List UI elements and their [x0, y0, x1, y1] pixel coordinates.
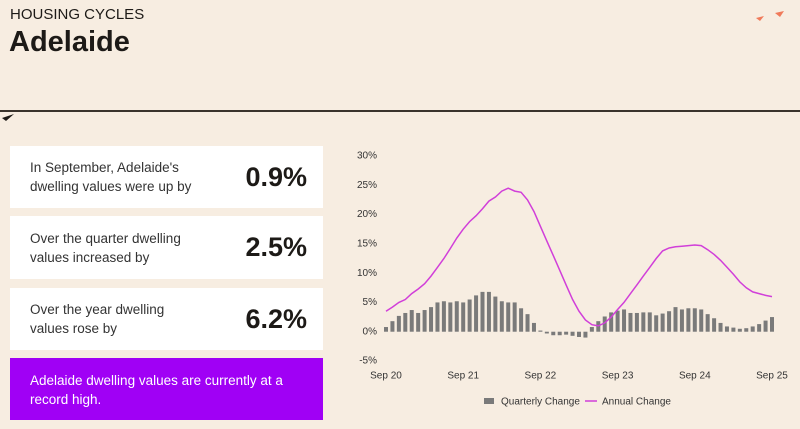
- stat-card: Over the year dwelling values rose by 6.…: [10, 288, 323, 350]
- stat-card: Over the quarter dwelling values increas…: [10, 216, 323, 279]
- bar: [763, 320, 768, 332]
- stat-text: Over the year dwelling values rose by: [30, 302, 165, 336]
- bar: [461, 302, 466, 332]
- y-tick-label: 30%: [357, 151, 377, 162]
- bar: [525, 314, 530, 332]
- bar: [641, 312, 646, 332]
- legend-label: Quarterly Change: [501, 397, 580, 408]
- bar: [557, 331, 562, 336]
- x-tick-label: Sep 22: [525, 371, 557, 382]
- stat-text: Over the quarter dwelling values increas…: [30, 230, 181, 265]
- y-tick-label: 0%: [363, 326, 378, 337]
- bar: [416, 312, 421, 332]
- stat-text: In September, Adelaide's dwelling values…: [30, 160, 192, 194]
- bar: [686, 308, 691, 332]
- bar: [679, 309, 684, 332]
- bar: [628, 312, 633, 332]
- x-tick-label: Sep 24: [679, 371, 711, 382]
- bar: [474, 295, 479, 332]
- bar: [422, 310, 427, 332]
- x-tick-label: Sep 21: [447, 371, 479, 382]
- bar: [634, 312, 639, 332]
- bar: [551, 331, 556, 336]
- y-tick-label: -5%: [359, 356, 377, 367]
- bar: [538, 330, 543, 332]
- bar: [396, 315, 401, 332]
- bar: [486, 291, 491, 332]
- bar: [493, 296, 498, 332]
- stat-value: 0.9%: [245, 161, 307, 192]
- bar: [660, 313, 665, 332]
- line: [385, 187, 773, 327]
- bar: [564, 331, 569, 335]
- bar: [390, 321, 395, 332]
- bar: [737, 328, 742, 332]
- bar: [609, 312, 614, 332]
- bar: [705, 314, 710, 332]
- bar: [403, 312, 408, 332]
- y-tick-label: 5%: [363, 297, 378, 308]
- bar: [384, 327, 388, 332]
- bar: [519, 308, 524, 332]
- bar: [602, 316, 607, 332]
- bar: [654, 315, 659, 332]
- stat-value: 6.2%: [245, 303, 307, 334]
- y-tick-label: 20%: [357, 209, 377, 220]
- bar: [750, 326, 755, 332]
- bar: [454, 301, 459, 332]
- bar: [589, 327, 594, 332]
- stat-card: In September, Adelaide's dwelling values…: [10, 146, 323, 208]
- bar: [757, 324, 762, 332]
- bar: [673, 307, 678, 332]
- bar: [731, 327, 736, 332]
- bar: [409, 310, 414, 332]
- bar: [692, 308, 697, 332]
- x-tick-label: Sep 23: [602, 371, 634, 382]
- bar: [622, 309, 627, 332]
- callout: Adelaide dwelling values are currently a…: [10, 358, 323, 420]
- bar: [441, 301, 446, 332]
- bar: [744, 328, 749, 332]
- bar: [429, 307, 434, 332]
- bar: [699, 309, 704, 332]
- bar: [499, 301, 504, 332]
- bar: [570, 331, 575, 336]
- bar: [615, 310, 620, 332]
- bar: [770, 317, 774, 332]
- title: Adelaide: [9, 26, 130, 58]
- bar: [435, 302, 440, 332]
- bar: [448, 302, 453, 332]
- legend-label: Annual Change: [602, 397, 671, 408]
- y-tick-label: 10%: [357, 268, 377, 279]
- bar: [718, 322, 723, 332]
- divider: [0, 110, 800, 112]
- stat-value: 2.5%: [245, 232, 307, 262]
- legend-swatch: [484, 398, 494, 404]
- subtitle: HOUSING CYCLES: [10, 6, 145, 23]
- x-tick-label: Sep 25: [756, 371, 788, 382]
- y-tick-label: 25%: [357, 180, 377, 191]
- bar: [480, 291, 485, 332]
- y-tick-label: 15%: [357, 238, 377, 249]
- decoration: [756, 16, 764, 21]
- x-tick-label: Sep 20: [370, 371, 402, 382]
- bar: [512, 302, 517, 332]
- bar: [647, 312, 652, 332]
- decoration: [2, 114, 14, 121]
- bar: [544, 331, 549, 334]
- bar: [667, 311, 672, 332]
- bar: [531, 322, 536, 332]
- bar: [724, 326, 729, 332]
- bar: [712, 318, 717, 332]
- decoration: [775, 11, 784, 17]
- bar: [506, 302, 511, 332]
- bar: [583, 331, 588, 338]
- bar: [467, 299, 472, 332]
- bar: [577, 331, 581, 337]
